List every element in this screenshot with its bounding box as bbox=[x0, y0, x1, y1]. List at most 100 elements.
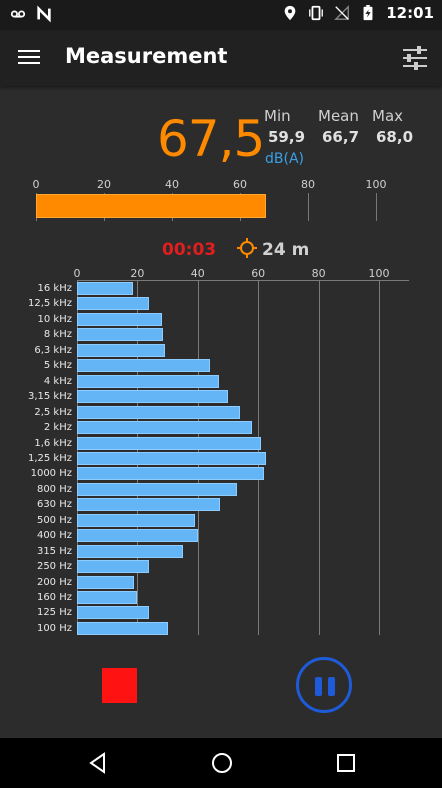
spectrum-band-bar bbox=[77, 544, 183, 558]
spectrum-band-row: 1,6 kHz bbox=[0, 436, 442, 450]
spectrum-chart: 0 20 40 60 80 100 16 kHz 12,5 kHz 10 kHz 8 kHz 6,3… bbox=[0, 265, 442, 637]
spectrum-gridline bbox=[379, 280, 380, 635]
navigation-bar bbox=[0, 738, 442, 788]
spectrum-band-row: 100 Hz bbox=[0, 621, 442, 635]
level-bar-fill bbox=[36, 194, 266, 218]
status-bar: 12:01 bbox=[0, 0, 442, 30]
spectrum-band-bar bbox=[77, 621, 168, 635]
no-signal-icon bbox=[334, 5, 350, 20]
stop-button[interactable] bbox=[102, 668, 137, 703]
spectrum-tick-label: 0 bbox=[73, 267, 81, 280]
spectrum-band-bar bbox=[77, 467, 265, 481]
battery-charging-icon bbox=[363, 5, 373, 21]
tune-sliders-icon[interactable] bbox=[400, 43, 430, 73]
spectrum-band-row: 125 Hz bbox=[0, 606, 442, 620]
spectrum-band-row: 250 Hz bbox=[0, 560, 442, 574]
spectrum-band-bar bbox=[77, 606, 150, 620]
spectrum-band-bar bbox=[77, 591, 138, 604]
spectrum-tick-label: 20 bbox=[130, 267, 145, 280]
spectrum-band-bar bbox=[77, 560, 150, 574]
spectrum-band-row: 8 kHz bbox=[0, 328, 442, 342]
pause-bar-right bbox=[328, 677, 335, 696]
spectrum-band-bar bbox=[77, 405, 241, 419]
location-icon bbox=[284, 5, 296, 21]
spectrum-band-bar bbox=[77, 282, 133, 295]
spectrum-band-bar bbox=[77, 297, 150, 311]
spectrum-band-row: 500 Hz bbox=[0, 513, 442, 527]
spectrum-band-row: 1000 Hz bbox=[0, 467, 442, 481]
spectrum-band-bar bbox=[77, 482, 238, 496]
spectrum-band-row: 10 kHz bbox=[0, 312, 442, 326]
back-triangle-icon[interactable] bbox=[86, 751, 110, 775]
spectrum-band-row: 630 Hz bbox=[0, 498, 442, 512]
level-tick-label: 80 bbox=[301, 178, 315, 191]
spectrum-band-label: 125 Hz bbox=[36, 607, 72, 619]
spectrum-band-row: 400 Hz bbox=[0, 529, 442, 543]
spectrum-tick-label: 60 bbox=[251, 267, 266, 280]
mean-value: 66,7 bbox=[322, 128, 360, 146]
spectrum-band-label: 16 kHz bbox=[37, 283, 72, 294]
level-tick-label: 40 bbox=[165, 178, 179, 191]
pause-button[interactable] bbox=[296, 657, 352, 713]
hamburger-menu-icon[interactable] bbox=[18, 46, 42, 70]
spectrum-band-bar bbox=[77, 328, 164, 342]
level-tick-label: 100 bbox=[365, 178, 387, 191]
spectrum-band-label: 6,3 kHz bbox=[34, 344, 72, 356]
spectrum-band-bar bbox=[77, 436, 262, 450]
spectrum-band-label: 12,5 kHz bbox=[27, 298, 72, 310]
spectrum-band-row: 2,5 kHz bbox=[0, 405, 442, 419]
level-tick-label: 0 bbox=[32, 178, 40, 191]
spectrum-band-row: 800 Hz bbox=[0, 482, 442, 496]
spectrum-band-bar bbox=[77, 359, 210, 373]
spectrum-band-label: 5 kHz bbox=[43, 360, 72, 372]
spectrum-band-label: 500 Hz bbox=[36, 514, 72, 526]
page-title: Measurement bbox=[65, 44, 228, 68]
spectrum-tick-label: 40 bbox=[190, 267, 205, 280]
max-value: 68,0 bbox=[376, 128, 414, 146]
spectrum-band-label: 1,25 kHz bbox=[27, 452, 72, 464]
min-value: 59,9 bbox=[268, 128, 306, 146]
spectrum-band-label: 400 Hz bbox=[36, 530, 72, 542]
pause-bar-left bbox=[315, 677, 322, 696]
status-time: 12:01 bbox=[386, 4, 434, 22]
app-bar: Measurement bbox=[0, 30, 442, 86]
level-tick-label: 20 bbox=[97, 178, 111, 191]
spectrum-band-label: 4 kHz bbox=[43, 375, 72, 387]
level-meter: 0 20 40 60 80 100 bbox=[0, 178, 442, 222]
spectrum-band-label: 3,15 kHz bbox=[27, 391, 72, 403]
spectrum-band-label: 1,6 kHz bbox=[34, 437, 72, 449]
spectrum-band-label: 630 Hz bbox=[36, 499, 72, 511]
home-circle-icon[interactable] bbox=[210, 751, 234, 775]
level-gridline bbox=[376, 193, 377, 221]
spectrum-band-bar bbox=[77, 498, 221, 512]
spectrum-band-row: 160 Hz bbox=[0, 591, 442, 604]
spectrum-band-label: 100 Hz bbox=[36, 622, 72, 634]
spectrum-band-bar bbox=[77, 390, 228, 404]
spectrum-band-bar bbox=[77, 312, 162, 326]
spectrum-tick-label: 100 bbox=[368, 267, 390, 280]
min-label: Min bbox=[264, 107, 291, 125]
spectrum-band-bar bbox=[77, 575, 135, 589]
spectrum-band-row: 2 kHz bbox=[0, 421, 442, 435]
spectrum-band-row: 5 kHz bbox=[0, 359, 442, 373]
spectrum-band-label: 160 Hz bbox=[36, 592, 72, 603]
spectrum-axis bbox=[77, 280, 409, 281]
spectrum-band-bar bbox=[77, 374, 219, 388]
spectrum-band-row: 1,25 kHz bbox=[0, 451, 442, 465]
spectrum-band-row: 315 Hz bbox=[0, 544, 442, 558]
spectrum-band-bar bbox=[77, 451, 266, 465]
recents-square-icon[interactable] bbox=[334, 751, 358, 775]
spectrum-band-row: 16 kHz bbox=[0, 282, 442, 295]
unit-label: dB(A) bbox=[265, 151, 304, 167]
spectrum-band-label: 315 Hz bbox=[36, 545, 72, 557]
current-level-value: 67,5 bbox=[157, 110, 265, 168]
spectrum-band-label: 1000 Hz bbox=[30, 468, 72, 480]
max-label: Max bbox=[372, 107, 404, 125]
spectrum-band-row: 4 kHz bbox=[0, 374, 442, 388]
spectrum-band-bar bbox=[77, 529, 198, 543]
spectrum-band-bar bbox=[77, 513, 195, 527]
spectrum-band-label: 2 kHz bbox=[43, 422, 72, 434]
n-notification-icon bbox=[37, 5, 51, 23]
spectrum-band-label: 200 Hz bbox=[36, 576, 72, 588]
voicemail-icon bbox=[10, 10, 26, 18]
